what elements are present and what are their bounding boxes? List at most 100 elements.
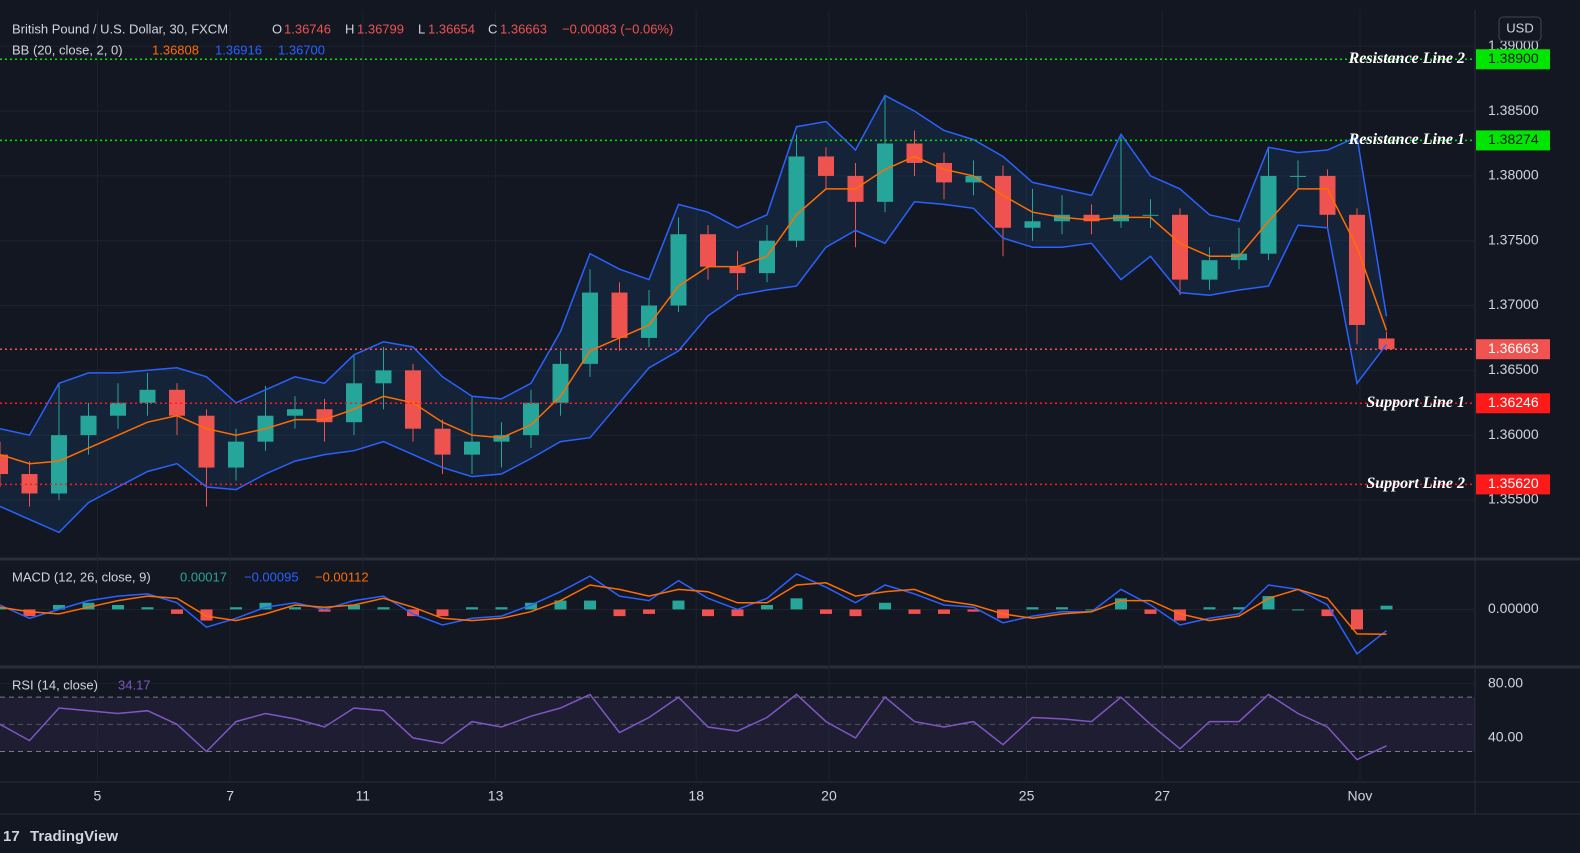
x-tick-label: 18	[688, 788, 704, 804]
histogram-bar	[1144, 609, 1157, 614]
macd-value: −0.00095	[244, 569, 299, 584]
candle-body	[464, 441, 480, 455]
level-value: 1.35620	[1488, 475, 1539, 491]
series-line	[0, 155, 1388, 465]
x-tick-label: 11	[356, 788, 371, 804]
histogram-bar	[230, 607, 242, 610]
candle-body	[80, 415, 97, 436]
candle-body	[1349, 214, 1365, 325]
histogram-bar	[879, 602, 891, 610]
histogram-bar	[289, 607, 301, 610]
legend: British Pound / U.S. Dollar, 30, FXCM O …	[12, 21, 673, 692]
level-value: 1.36663	[1488, 340, 1539, 356]
watermark: TradingView	[30, 828, 118, 845]
candle-body	[198, 415, 215, 468]
y-tick-label: 1.37000	[1488, 296, 1539, 312]
candle-body	[228, 441, 244, 468]
y-tick-label: 1.36500	[1488, 361, 1539, 377]
histogram-bar	[23, 609, 36, 617]
candle-body	[965, 175, 982, 183]
currency: USD	[1506, 20, 1533, 35]
level-name: Support Line 2	[1366, 475, 1465, 492]
histogram-bar	[849, 609, 862, 617]
level-tag	[1476, 393, 1550, 414]
y-tick-label: 0.00000	[1488, 600, 1539, 616]
candle-body	[139, 389, 156, 403]
candle-body	[1142, 214, 1159, 216]
ohlc-value: 1.36654	[428, 21, 475, 36]
histogram-bar	[1351, 609, 1363, 630]
bb-value: 1.36916	[215, 42, 262, 57]
histogram-bar	[348, 605, 360, 610]
x-tick-label: 5	[93, 788, 101, 804]
macd-value: 0.00017	[180, 569, 227, 584]
currency-box	[1498, 16, 1542, 42]
candle-body	[1319, 175, 1336, 215]
level-tag	[1476, 339, 1550, 360]
histogram-bar	[820, 609, 832, 614]
ohlc-value: 1.36746	[284, 21, 331, 36]
series-line	[0, 582, 1387, 636]
histogram-bar	[554, 600, 567, 610]
histogram-bar	[1026, 607, 1039, 610]
logo: 17	[3, 828, 20, 845]
histogram-bar	[584, 600, 596, 610]
candle-body	[287, 409, 303, 416]
candle-body	[110, 402, 126, 416]
bb-name: BB (20, close, 2, 0)	[12, 42, 123, 57]
series-line	[0, 94, 1388, 437]
macd-value: −0.00112	[315, 569, 369, 584]
x-tick-label: 20	[821, 788, 837, 804]
candle-body	[641, 305, 657, 338]
histogram-bar	[141, 607, 154, 610]
bb-value: 1.36808	[152, 42, 199, 57]
candle-body	[611, 292, 628, 338]
candle-body	[788, 156, 805, 241]
x-tick-label: Nov	[1347, 788, 1372, 804]
histogram-bar	[613, 609, 626, 617]
histogram-bar	[1115, 598, 1127, 610]
series-line	[0, 693, 1387, 761]
histogram-bar	[967, 609, 980, 612]
level-tag	[1476, 130, 1550, 151]
x-tick-label: 25	[1019, 788, 1035, 804]
candle-body	[552, 363, 569, 403]
histogram-bar	[259, 602, 272, 610]
y-tick-label: 1.37500	[1488, 231, 1539, 247]
level-tag	[1476, 49, 1550, 70]
histogram-bar	[466, 607, 478, 610]
histogram-bar	[377, 607, 390, 610]
level-name: Resistance Line 2	[1348, 50, 1465, 67]
y-tick-label: 40.00	[1488, 729, 1523, 745]
ohlc-value: 1.36663	[500, 21, 547, 36]
y-tick-label: 1.38000	[1488, 167, 1539, 183]
histogram-bar	[1203, 607, 1216, 610]
candle-body	[670, 234, 687, 306]
rsi-value: 34.17	[118, 677, 151, 692]
x-tick-label: 13	[488, 788, 504, 804]
candle-body	[51, 435, 67, 494]
histogram-bar	[938, 609, 950, 614]
candle-body	[21, 474, 38, 494]
x-tick-label: 27	[1155, 788, 1171, 804]
histogram-bar	[908, 609, 921, 614]
candle-body	[1290, 175, 1306, 177]
histogram-bar	[171, 609, 183, 614]
histogram-bar	[436, 609, 449, 617]
ohlc-key: O	[272, 21, 282, 36]
histogram-bar	[495, 607, 508, 610]
x-tick-label: 7	[226, 788, 234, 804]
y-tick-label: 1.35500	[1488, 491, 1539, 507]
y-tick-label: 80.00	[1488, 674, 1523, 690]
histogram-bar	[672, 600, 685, 610]
series-line	[0, 201, 1388, 534]
candle-body	[906, 143, 923, 163]
candle-body	[1172, 214, 1188, 280]
histogram-bar	[82, 602, 95, 610]
y-tick-label: 1.36000	[1488, 426, 1539, 442]
symbol: British Pound / U.S. Dollar, 30, FXCM	[12, 21, 228, 36]
histogram-bar	[407, 609, 419, 617]
plot: 5 7 11 13 18 20 25 27 Nov1.390001.385001.380001.…	[0, 10, 1550, 804]
histogram-bar	[318, 609, 331, 612]
